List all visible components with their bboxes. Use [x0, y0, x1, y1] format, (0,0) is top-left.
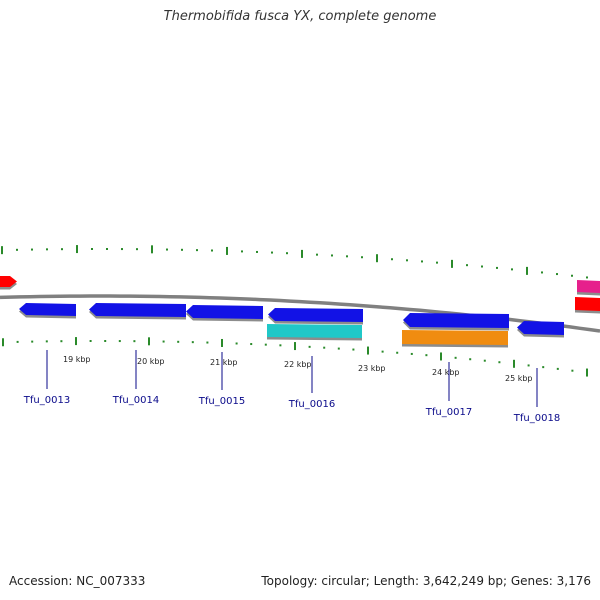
- gene-label: Tfu_0017: [425, 407, 472, 418]
- gene-label: Tfu_0015: [198, 396, 245, 407]
- accession-text: Accession: NC_007333: [9, 574, 146, 588]
- kbp-tick-label: 25 kbp: [505, 374, 533, 383]
- gene-arrow-tfu-0014: [89, 303, 186, 317]
- gene-label: Tfu_0013: [23, 395, 70, 406]
- kbp-tick-label: 23 kbp: [358, 364, 386, 373]
- gene-arrow-tfu-0015: [186, 305, 263, 319]
- gene-arrow-tfu-0018: [517, 321, 564, 335]
- map-title: Thermobifida fusca YX, complete genome: [163, 9, 437, 24]
- rna-feature-bar: [267, 324, 362, 338]
- genome-summary-text: Topology: circular; Length: 3,642,249 bp…: [261, 574, 591, 588]
- kbp-tick-label: 21 kbp: [210, 358, 238, 367]
- red-feature-bar: [575, 297, 600, 311]
- kbp-tick-label: 19 kbp: [63, 355, 91, 364]
- kbp-tick-label: 22 kbp: [284, 360, 312, 369]
- gene-label: Tfu_0018: [513, 413, 560, 424]
- magenta-feature-bar: [577, 280, 600, 293]
- gene-arrow-tfu-0017: [403, 313, 509, 328]
- gene-label: Tfu_0016: [288, 399, 335, 410]
- red-feature-arrow: [0, 276, 17, 287]
- kbp-tick-label: 20 kbp: [137, 357, 165, 366]
- gene-label: Tfu_0014: [112, 395, 159, 406]
- gene-arrow-tfu-0016: [268, 308, 363, 322]
- kbp-tick-label: 24 kbp: [432, 368, 460, 377]
- misc-feature-bar: [402, 330, 508, 345]
- gene-arrow-tfu-0013: [19, 303, 76, 316]
